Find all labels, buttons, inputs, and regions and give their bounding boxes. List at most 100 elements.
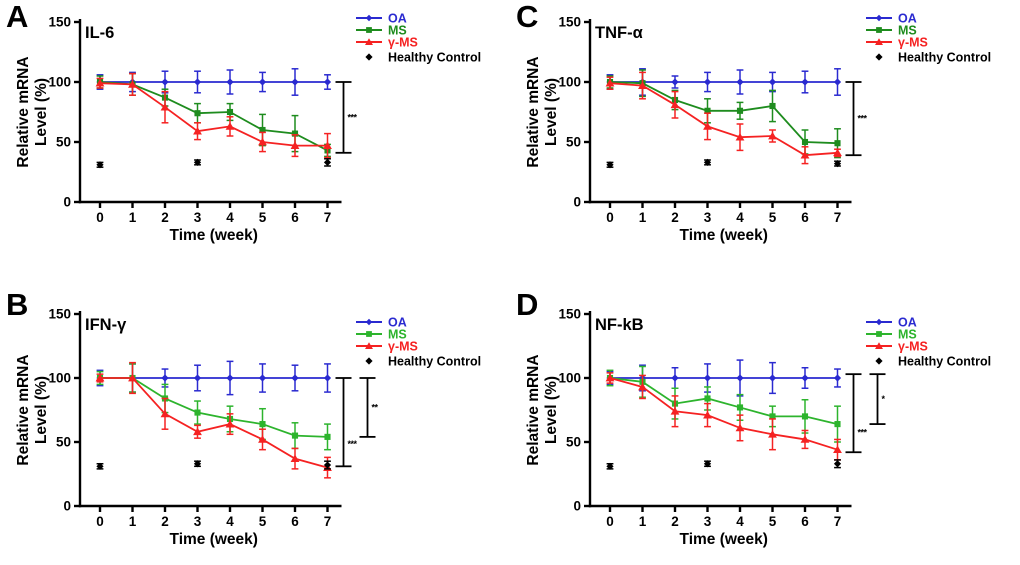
data-point-Healthy Control: [703, 460, 712, 468]
data-point-Healthy Control: [96, 462, 104, 470]
data-point-OA: [226, 374, 234, 382]
x-tick-label: 4: [226, 514, 234, 529]
y-tick-label: 0: [63, 195, 71, 210]
x-tick-label: 2: [671, 514, 679, 529]
data-point-γ-MS: [703, 122, 712, 130]
data-point-MS: [226, 108, 234, 116]
chart-title: IL-6: [85, 24, 114, 42]
legend-label: MS: [898, 24, 917, 38]
y-tick-label: 100: [48, 371, 71, 386]
significance-label: ***: [858, 114, 868, 124]
x-tick-label: 7: [324, 210, 332, 225]
data-point-γ-MS: [800, 151, 810, 159]
data-point-OA: [323, 78, 332, 86]
legend-label: Healthy Control: [898, 355, 991, 369]
x-axis-title: Time (week): [170, 227, 258, 244]
data-point-MS: [834, 140, 841, 147]
significance-bracket: [869, 373, 886, 425]
data-point-γ-MS: [833, 148, 842, 157]
series-γ-MS: [605, 71, 842, 165]
legend-marker-γ-MS: [875, 38, 883, 46]
data-point-γ-MS: [605, 373, 615, 382]
data-point-γ-MS: [735, 133, 745, 141]
data-point-OA: [703, 78, 712, 86]
data-point-γ-MS: [670, 100, 680, 109]
significance-label: **: [372, 402, 379, 412]
data-point-OA: [323, 374, 332, 382]
data-point-Healthy Control: [703, 158, 712, 166]
data-point-γ-MS: [768, 131, 777, 140]
data-point-OA: [226, 78, 234, 86]
y-tick-label: 100: [558, 371, 581, 386]
data-point-Healthy Control: [193, 460, 202, 468]
data-point-OA: [258, 78, 267, 86]
x-tick-label: 6: [801, 210, 809, 225]
chart-title: IFN-γ: [85, 316, 127, 334]
x-tick-label: 4: [736, 210, 744, 225]
legend-marker-OA: [875, 318, 883, 326]
data-point-MS: [291, 130, 299, 137]
y-tick-label: 0: [573, 499, 581, 514]
chart-ifn-gamma: 0 50 100 150 0 1 2 3 4 5 6 7 Time (week) Relative mRN…: [15, 307, 481, 549]
x-tick-label: 5: [769, 514, 777, 529]
axes: [74, 19, 342, 208]
data-point-OA: [161, 78, 169, 86]
data-point-MS: [194, 409, 201, 416]
legend-label: MS: [898, 328, 917, 342]
legend-marker-MS: [366, 27, 372, 33]
x-tick-label: 5: [769, 210, 777, 225]
data-point-OA: [258, 374, 267, 382]
y-tick-label: 50: [566, 135, 581, 150]
chart-title: TNF-α: [595, 24, 643, 42]
y-tick-label: 150: [558, 15, 581, 30]
legend-marker-OA: [365, 318, 373, 326]
x-tick-label: 3: [194, 210, 202, 225]
significance-bracket: [845, 373, 862, 454]
y-tick-label: 100: [558, 75, 581, 90]
data-point-MS: [801, 413, 809, 420]
panel-D: D 0 50 100 150 0 1 2 3 4 5 6 7 Time (week) Relative m…: [510, 282, 1020, 565]
x-tick-label: 1: [639, 210, 647, 225]
data-point-γ-MS: [193, 427, 202, 436]
legend-marker-MS: [366, 331, 372, 337]
data-point-γ-MS: [703, 410, 712, 419]
x-tick-label: 7: [324, 514, 332, 529]
data-point-OA: [671, 78, 679, 86]
legend-label: OA: [388, 12, 407, 26]
data-point-MS: [769, 413, 776, 420]
data-point-MS: [769, 102, 776, 110]
panel-A: A 0 50 100 150 0 1 2 3 4 5 6 7 Time (week) Relative m…: [0, 0, 510, 282]
data-point-MS: [259, 421, 266, 428]
x-tick-label: 1: [639, 514, 647, 529]
x-axis-title: Time (week): [170, 531, 258, 548]
data-point-γ-MS: [670, 407, 680, 415]
data-point-γ-MS: [128, 80, 137, 88]
data-point-OA: [193, 374, 202, 382]
legend-label: γ-MS: [388, 36, 418, 50]
series-Healthy Control: [606, 158, 842, 169]
significance-bracket: [359, 377, 376, 438]
data-point-γ-MS: [800, 435, 810, 443]
x-tick-label: 3: [194, 514, 202, 529]
panel-letter-B: B: [6, 287, 29, 322]
legend-label: γ-MS: [898, 36, 928, 50]
significance-label: ***: [348, 439, 358, 449]
x-axis-title: Time (week): [680, 531, 768, 548]
data-point-γ-MS: [290, 141, 300, 149]
data-point-γ-MS: [160, 409, 170, 418]
data-point-OA: [703, 374, 712, 382]
legend-marker-γ-MS: [875, 342, 883, 350]
data-point-Healthy Control: [833, 460, 842, 468]
data-point-γ-MS: [193, 127, 202, 135]
data-point-Healthy Control: [833, 160, 842, 168]
data-point-MS: [259, 126, 266, 134]
x-tick-label: 7: [834, 210, 842, 225]
data-point-γ-MS: [225, 122, 235, 130]
x-tick-label: 0: [96, 514, 104, 529]
x-tick-label: 5: [259, 514, 267, 529]
legend-label: γ-MS: [388, 340, 418, 354]
data-point-γ-MS: [768, 430, 777, 438]
